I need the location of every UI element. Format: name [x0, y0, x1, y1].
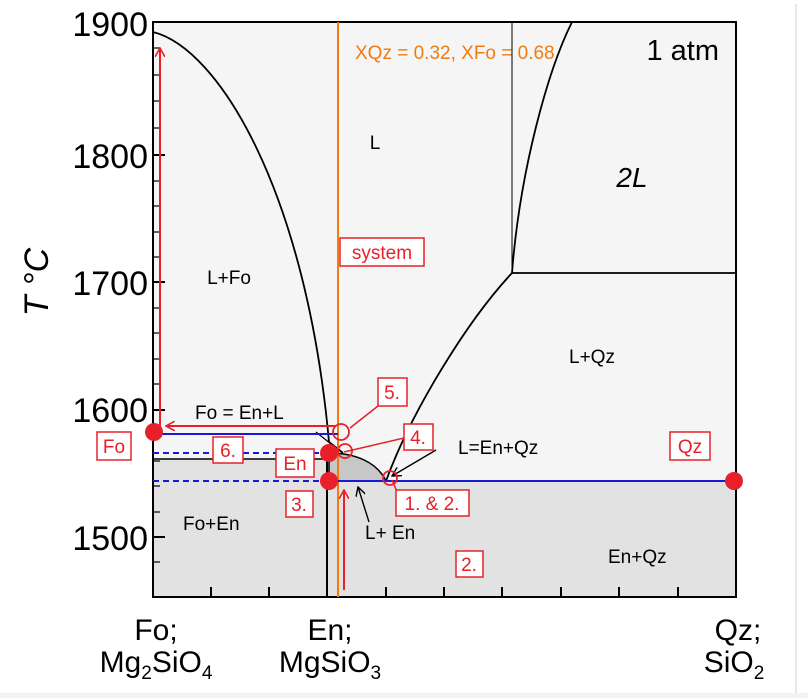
- step-4-leader: [343, 437, 405, 453]
- step-1-2-marker: [382, 470, 398, 486]
- step-1-2-label: 1. & 2.: [395, 489, 470, 517]
- two-liquid-boundary: [511, 21, 573, 274]
- y-tick-1700: 1700: [72, 265, 148, 303]
- en-point-upper: [320, 444, 338, 462]
- field-label-liquid: L: [370, 133, 381, 154]
- svg-text:Fo: Fo: [103, 437, 125, 458]
- qz-box-label: Qz: [669, 431, 711, 461]
- y-tick-1500: 1500: [72, 520, 148, 558]
- eutectic-arrow: [392, 449, 437, 476]
- pressure-label: 1 atm: [646, 35, 719, 67]
- step-3-label: 3.: [285, 490, 314, 518]
- fo-point: [145, 423, 163, 441]
- step-6-label: 6.: [212, 436, 244, 464]
- field-label-liquid-en: L+ En: [365, 523, 415, 544]
- y-tick-1600: 1600: [72, 392, 148, 430]
- field-label-liquid-fo: L+Fo: [207, 268, 251, 289]
- y-axis-title: T °C: [18, 247, 56, 316]
- step-2-label: 2.: [455, 550, 484, 578]
- svg-text:system: system: [352, 243, 412, 264]
- x-formula-qz: SiO2: [704, 646, 765, 684]
- step-4-marker: [337, 443, 353, 459]
- x-label-en: En;: [307, 614, 352, 647]
- en-point-lower: [320, 472, 338, 490]
- svg-text:En: En: [283, 454, 306, 475]
- svg-text:6.: 6.: [220, 441, 236, 462]
- step-5-label: 5.: [377, 377, 408, 407]
- x-label-qz: Qz;: [715, 614, 762, 647]
- liquid-en-arrow: [358, 487, 370, 523]
- qz-point: [725, 472, 743, 490]
- y-tick-1800: 1800: [72, 138, 148, 176]
- svg-text:5.: 5.: [384, 383, 400, 404]
- field-fo-en: [153, 459, 329, 597]
- en-box-label: En: [275, 448, 315, 478]
- field-label-fo-en: Fo+En: [183, 514, 240, 535]
- y-tick-1900: 1900: [72, 6, 148, 44]
- step-5-leader: [349, 405, 379, 429]
- svg-text:Qz: Qz: [678, 437, 702, 458]
- svg-text:4.: 4.: [410, 428, 426, 449]
- fo-liquidus-curve: [152, 31, 344, 454]
- field-label-en-qz: En+Qz: [608, 547, 667, 568]
- x-axis-ticks: [210, 587, 679, 597]
- field-label-two-liquids: 2L: [615, 162, 647, 193]
- fo-box-label: Fo: [96, 431, 132, 461]
- x-formula-en: MgSiO3: [279, 646, 381, 684]
- svg-text:1. & 2.: 1. & 2.: [405, 494, 460, 515]
- svg-text:2.: 2.: [461, 555, 477, 576]
- x-label-fo: Fo;: [134, 614, 177, 647]
- field-label-liquid-qz: L+Qz: [569, 347, 615, 368]
- composition-note: XQz = 0.32, XFo = 0.68: [355, 43, 555, 64]
- field-label-fo-reaction: Fo = En+L: [195, 403, 284, 424]
- x-formula-fo: Mg2SiO4: [100, 646, 213, 684]
- step-5-marker: [332, 423, 350, 441]
- field-label-eutectic: L=En+Qz: [458, 438, 538, 459]
- system-label: system: [339, 237, 425, 267]
- step-4-label: 4.: [403, 423, 434, 451]
- qz-liquidus-curve: [385, 272, 736, 482]
- svg-text:3.: 3.: [291, 495, 307, 516]
